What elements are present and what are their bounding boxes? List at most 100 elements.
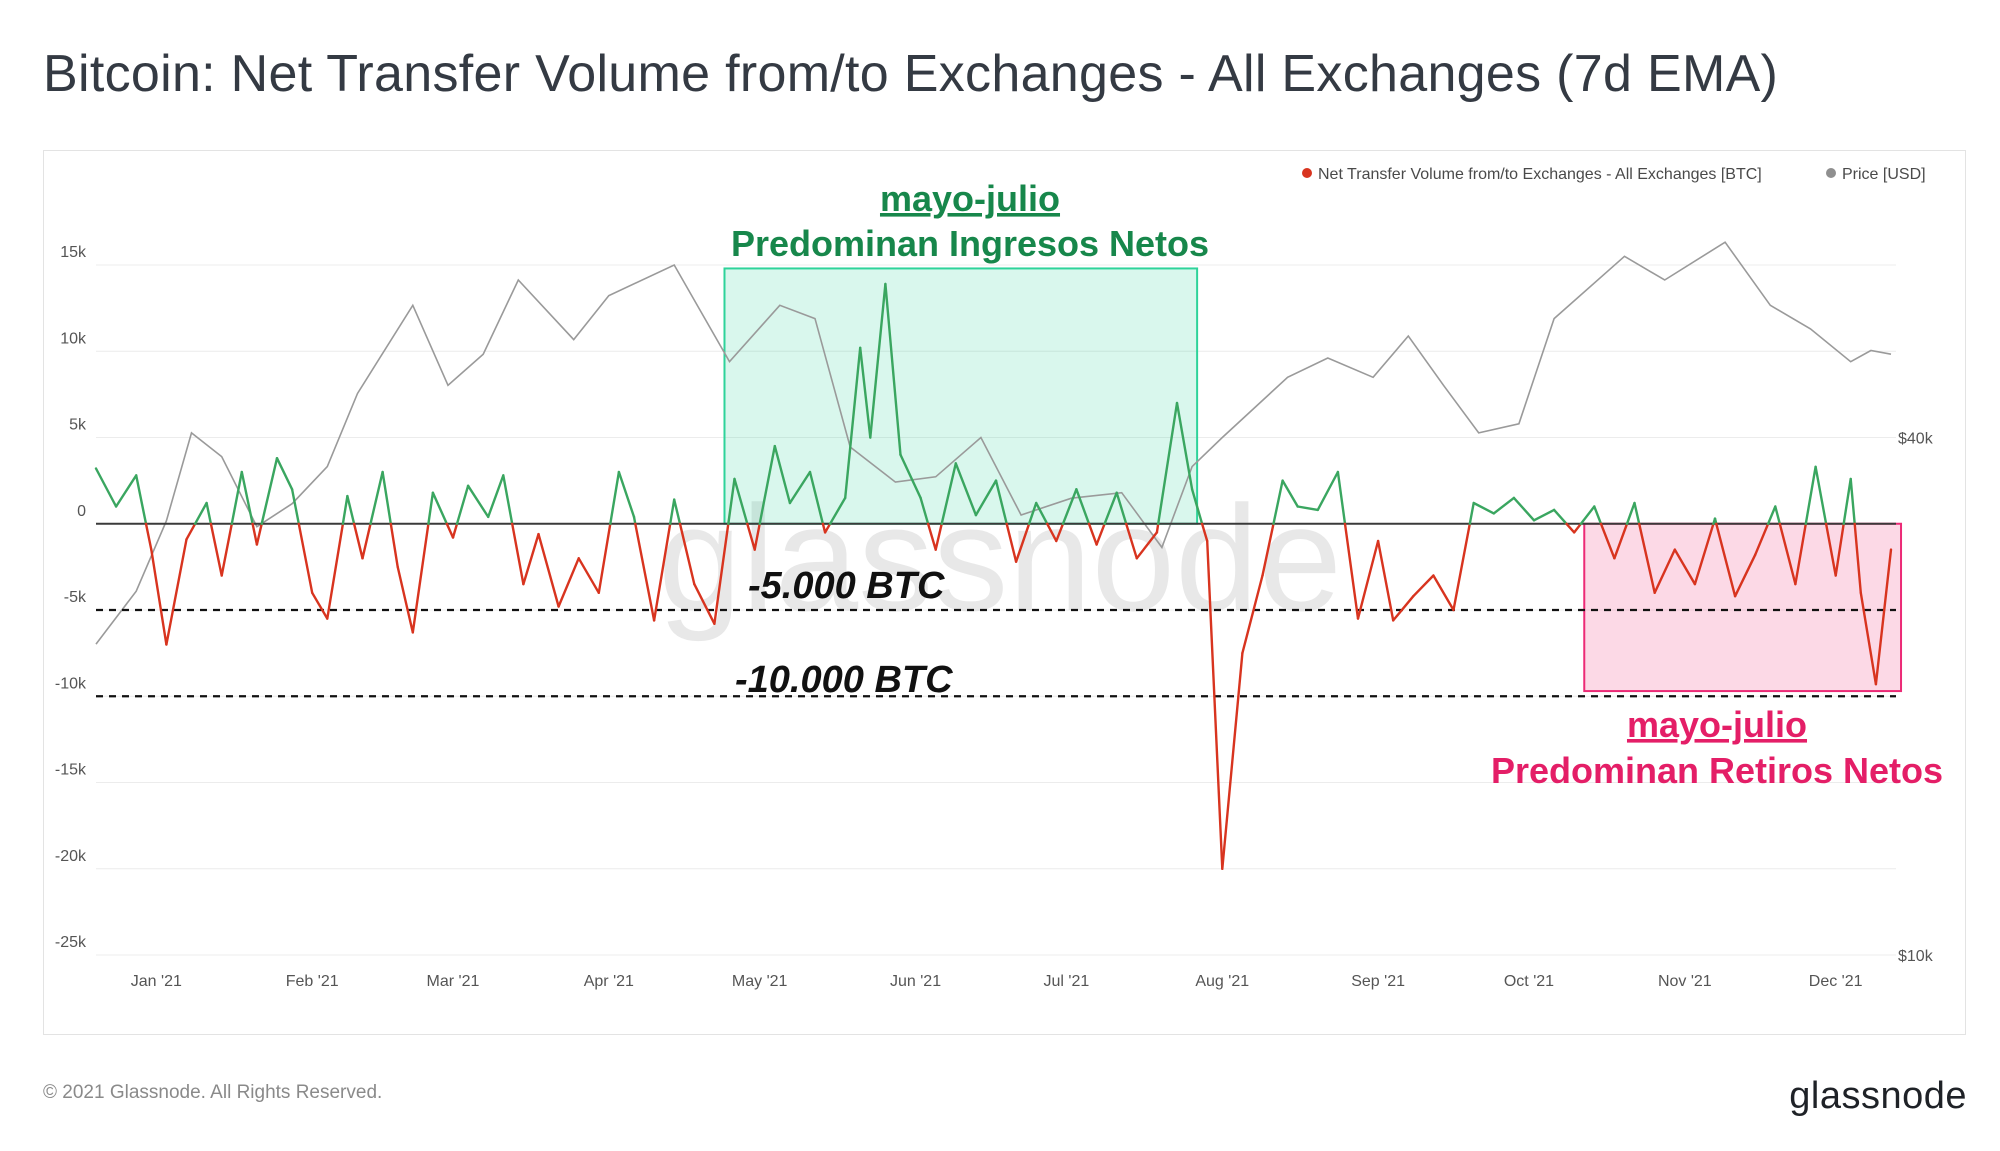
net-transfer-segment	[652, 522, 672, 622]
y-right-ticks: $40k $10k	[1898, 431, 1934, 966]
net-transfer-segment	[1061, 488, 1078, 525]
y-left-tick-label: -5k	[64, 589, 87, 606]
copyright-text: © 2021 Glassnode. All Rights Reserved.	[43, 1082, 383, 1103]
net-transfer-segment	[369, 470, 384, 525]
net-transfer-segment	[1241, 574, 1264, 655]
x-tick-label: Oct '21	[1504, 973, 1554, 990]
net-transfer-segment	[899, 453, 922, 500]
net-transfer-segment	[1842, 477, 1852, 525]
page-title: Bitcoin: Net Transfer Volume from/to Exc…	[43, 45, 1779, 103]
legend-dot-price[interactable]	[1826, 168, 1836, 178]
net-transfer-segment	[1124, 522, 1139, 560]
y-left-tick-label: -10k	[55, 675, 87, 692]
net-transfer-segment	[926, 522, 937, 551]
net-transfer-segment	[713, 522, 730, 625]
x-tick-label: May '21	[732, 973, 788, 990]
net-transfer-segment	[746, 522, 756, 551]
net-transfer-segment	[466, 484, 490, 519]
net-transfer-segment	[311, 591, 329, 620]
annotation-outflow-text: Predominan Retiros Netos	[1491, 750, 1943, 791]
x-tick-label: Jan '21	[131, 973, 182, 990]
x-tick-label: Dec '21	[1809, 973, 1863, 990]
net-transfer-segment	[1103, 491, 1118, 525]
net-transfer-segment	[431, 491, 448, 525]
net-transfer-segment	[1824, 522, 1837, 577]
net-transfer-segment	[1804, 465, 1817, 525]
net-transfer-segment	[634, 522, 656, 622]
net-transfer-segment	[617, 470, 636, 519]
net-transfer-segment	[1733, 553, 1757, 598]
net-transfer-segment	[220, 522, 234, 577]
net-transfer-segment	[1135, 531, 1159, 560]
y-left-ticks: 15k 10k 5k 0 -5k -10k -15k -20k -25k	[55, 244, 87, 951]
net-transfer-segment	[1794, 522, 1808, 586]
net-transfer-segment	[1356, 539, 1380, 620]
net-transfer-segment	[144, 522, 153, 551]
x-ticks: Jan '21 Feb '21 Mar '21 Apr '21 May '21 Jun '…	[131, 973, 1863, 990]
net-transfer-segment	[773, 444, 792, 505]
net-transfer-segment	[1261, 522, 1275, 577]
y-left-tick-label: -15k	[55, 762, 87, 779]
net-transfer-segment	[869, 282, 887, 439]
net-transfer-segment	[341, 494, 349, 525]
net-transfer-segment	[1156, 401, 1179, 525]
net-transfer-segment	[1778, 522, 1797, 586]
net-transfer-segment	[1492, 496, 1516, 515]
net-transfer-segment	[537, 532, 560, 608]
net-transfer-series-line	[94, 282, 1893, 870]
legend-dot-net-transfer[interactable]	[1302, 168, 1312, 178]
net-transfer-segment	[828, 496, 847, 525]
net-transfer-segment	[1874, 548, 1893, 686]
net-transfer-segment	[727, 477, 736, 525]
net-transfer-segment	[251, 522, 259, 546]
net-transfer-segment	[1853, 522, 1863, 594]
net-transfer-segment	[1814, 465, 1828, 525]
x-tick-label: Jul '21	[1044, 973, 1090, 990]
net-transfer-segment	[808, 470, 825, 525]
net-transfer-segment	[185, 522, 197, 541]
net-transfer-segment	[1613, 522, 1629, 560]
net-transfer-segment	[346, 494, 356, 525]
net-transfer-segment	[557, 557, 580, 608]
net-transfer-segment	[150, 548, 168, 646]
net-transfer-segment	[609, 470, 621, 525]
net-transfer-segment	[994, 479, 1008, 525]
net-transfer-segment	[1625, 501, 1636, 525]
net-transfer-segment	[381, 470, 392, 525]
chart-frame	[43, 150, 1966, 1035]
net-transfer-segment	[205, 501, 213, 525]
x-tick-label: Apr '21	[584, 973, 634, 990]
net-transfer-segment	[427, 491, 435, 525]
net-transfer-segment	[1753, 522, 1770, 556]
net-transfer-segment	[1190, 488, 1204, 525]
y-left-tick-label: 5k	[69, 417, 87, 434]
net-transfer-segment	[934, 522, 943, 551]
legend-label-net-transfer[interactable]: Net Transfer Volume from/to Exchanges - …	[1318, 166, 1762, 183]
net-transfer-segment	[753, 522, 761, 551]
net-transfer-segment	[1715, 522, 1737, 598]
net-transfer-segment	[94, 467, 118, 508]
net-transfer-segment	[297, 522, 314, 594]
net-transfer-segment	[678, 522, 696, 586]
net-transfer-segment	[230, 470, 244, 525]
net-transfer-segment	[597, 522, 612, 594]
glassnode-logo: glassnode	[1789, 1075, 1967, 1117]
annotation-inflow-period: mayo-julio	[880, 178, 1060, 219]
net-transfer-segment	[1391, 595, 1415, 622]
y-left-tick-label: 15k	[60, 244, 87, 261]
net-transfer-segment	[451, 522, 459, 539]
net-transfer-segment	[352, 522, 364, 560]
x-tick-label: Sep '21	[1351, 973, 1405, 990]
net-transfer-segment	[1552, 508, 1568, 525]
net-transfer-segment	[884, 282, 902, 456]
net-transfer-segment	[1766, 505, 1777, 525]
legend-label-price[interactable]: Price [USD]	[1842, 166, 1926, 183]
net-transfer-segment	[1296, 505, 1320, 512]
x-tick-label: Feb '21	[286, 973, 339, 990]
net-transfer-segment	[275, 457, 294, 491]
net-transfer-segment	[1221, 651, 1244, 870]
watermark: glassnode	[658, 474, 1342, 642]
net-transfer-segment	[954, 462, 978, 517]
net-transfer-segment	[193, 501, 208, 525]
net-transfer-segment	[511, 522, 525, 586]
